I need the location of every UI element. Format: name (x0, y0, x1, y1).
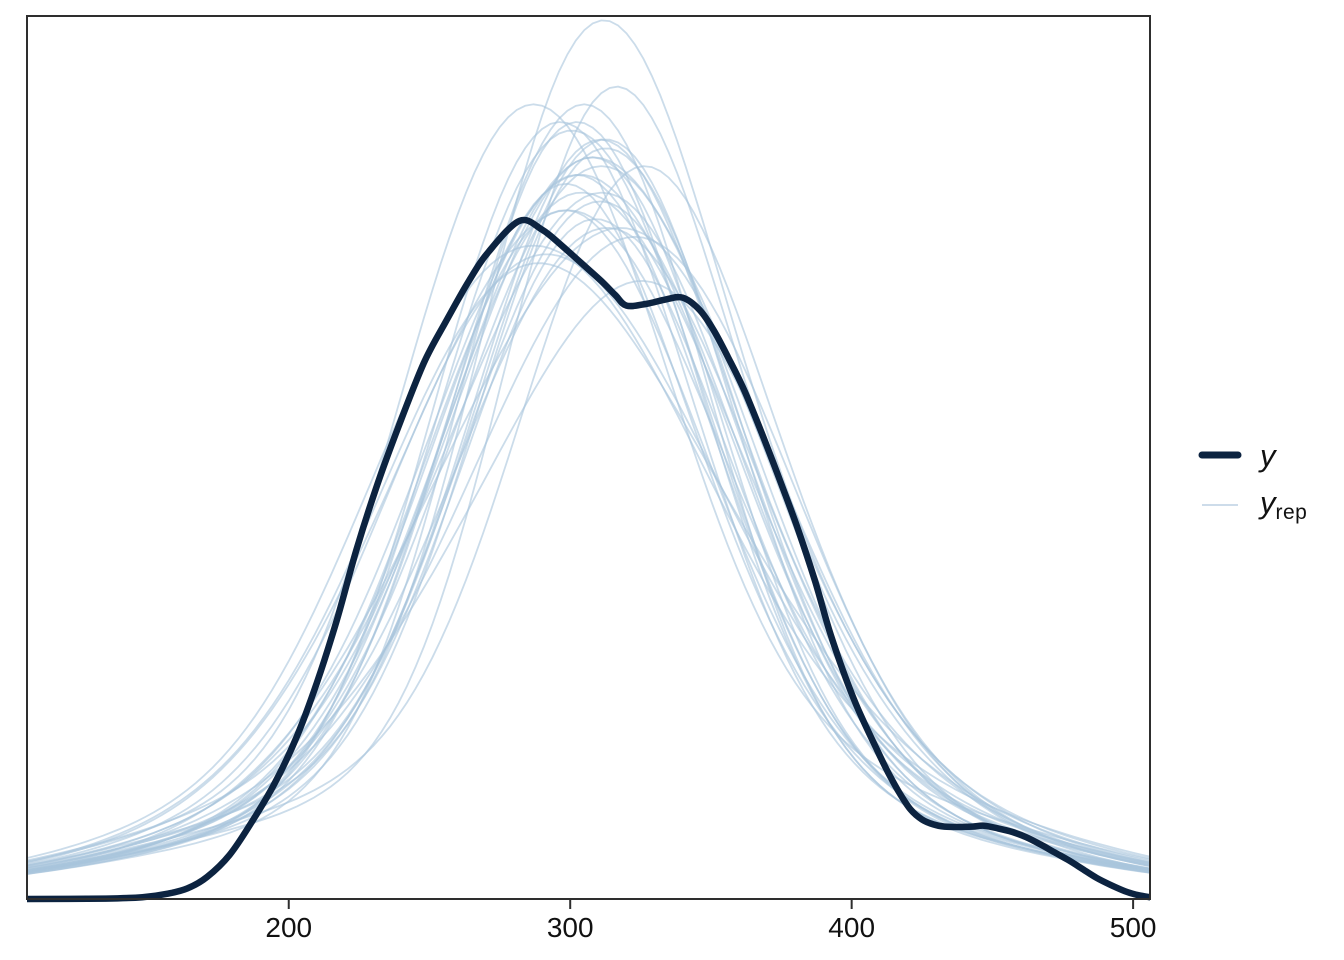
yrep-density-curve-29 (27, 226, 1150, 871)
legend-label-y: y (1260, 437, 1276, 473)
x-tick-label-200: 200 (265, 912, 313, 943)
legend-item-y: y (1198, 438, 1307, 472)
yrep-density-curve-8 (27, 121, 1150, 875)
yrep-density-curve-24 (27, 253, 1150, 866)
yrep-density-curve-19 (27, 279, 1150, 870)
yrep-density-curve-16 (27, 244, 1150, 859)
yrep-density-curve-26 (27, 235, 1150, 869)
yrep-density-curve-1 (27, 19, 1150, 867)
yrep-density-curve-12 (27, 85, 1150, 873)
x-tick-label-500: 500 (1109, 912, 1157, 943)
yrep-density-curve-9 (27, 173, 1150, 867)
y-line-key-icon (1198, 451, 1242, 459)
legend-label-yrep-subscript: rep (1275, 501, 1308, 524)
yrep-density-curve-30 (27, 173, 1150, 874)
yrep-density-curve-11 (27, 262, 1150, 864)
x-tick-label-300: 300 (546, 912, 594, 943)
yrep-density-curve-15 (27, 138, 1150, 868)
yrep-density-curve-21 (27, 121, 1150, 874)
legend-item-yrep: yrep (1198, 485, 1308, 524)
y-density-curve (27, 216, 1150, 903)
yrep-density-curve-17 (27, 200, 1150, 874)
yrep-density-curve-27 (27, 156, 1150, 873)
yrep-density-curve-14 (27, 191, 1150, 871)
panel-border (26, 15, 1151, 900)
yrep-density-curve-3 (27, 129, 1150, 875)
yrep-density-curve-28 (27, 103, 1150, 874)
yrep-line-key-icon (1202, 504, 1238, 506)
legend-label-yrep: yrep (1260, 485, 1308, 524)
yrep-density-curve-5 (27, 191, 1150, 868)
yrep-density-curve-6 (27, 209, 1150, 864)
yrep-density-curve-10 (27, 147, 1150, 873)
x-tick-label-400: 400 (828, 912, 876, 943)
yrep-density-curve-2 (27, 103, 1150, 863)
yrep-density-curve-13 (27, 209, 1150, 872)
legend: y yrep (1198, 438, 1308, 524)
yrep-density-curve-7 (27, 226, 1150, 871)
yrep-density-curve-25 (27, 138, 1150, 872)
yrep-density-curve-22 (27, 218, 1150, 873)
plot-area (27, 19, 1150, 903)
